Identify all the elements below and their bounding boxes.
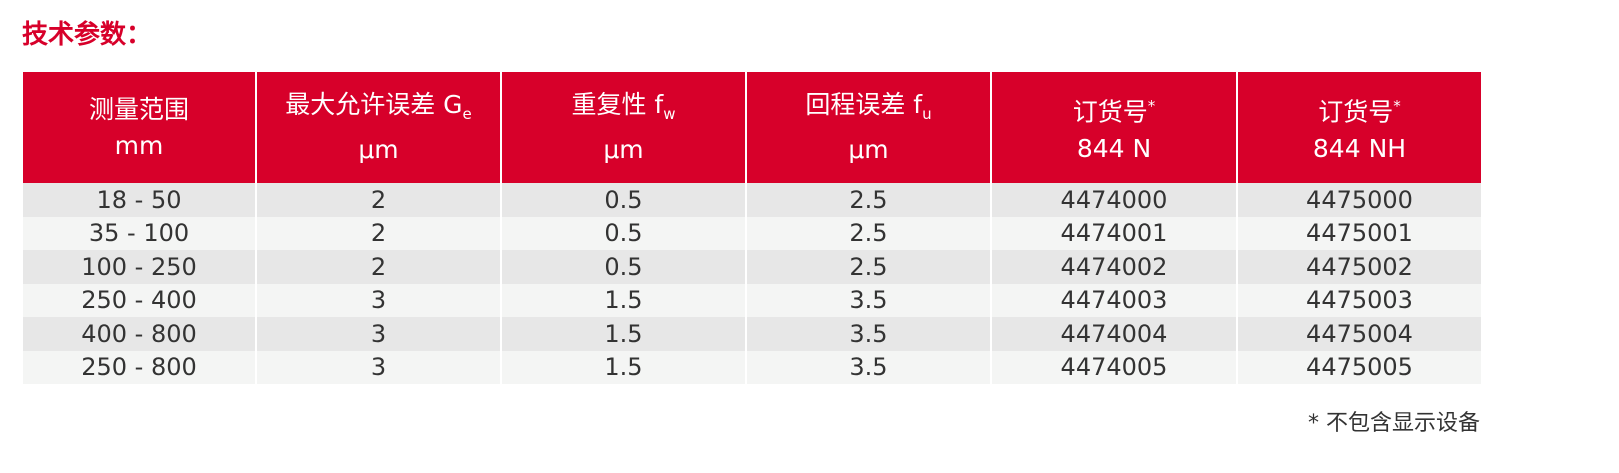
table-cell: 3 bbox=[255, 317, 502, 351]
header-cell: 重复性 fw μm bbox=[500, 72, 747, 183]
table-cell: 3.5 bbox=[745, 283, 992, 317]
header-unit: 844 N bbox=[1076, 133, 1152, 163]
table-cell: 4474001 bbox=[990, 216, 1238, 250]
table-cell: 4475003 bbox=[1236, 283, 1483, 317]
table-cell: 1.5 bbox=[500, 283, 747, 317]
table-row: 250 - 800 3 1.5 3.5 4474005 4475005 bbox=[21, 350, 1483, 384]
footnote: * 不包含显示设备 bbox=[1308, 411, 1480, 436]
header-cell: 订货号* 844 NH bbox=[1236, 72, 1483, 183]
header-superscript: * bbox=[1147, 97, 1156, 116]
table-cell: 2.5 bbox=[745, 250, 992, 284]
header-unit: 844 NH bbox=[1312, 133, 1407, 163]
table-cell: 4474003 bbox=[990, 283, 1238, 317]
table-cell: 3.5 bbox=[745, 350, 992, 384]
header-row: 测量范围 mm 最大允许误差 Ge μm 重复性 fw μm 回程误差 fu μm 订货号* 84… bbox=[21, 72, 1483, 183]
table-cell: 2 bbox=[255, 216, 502, 250]
table-row: 250 - 400 3 1.5 3.5 4474003 4475003 bbox=[21, 283, 1483, 317]
spec-table: 测量范围 mm 最大允许误差 Ge μm 重复性 fw μm 回程误差 fu μm 订货号* 84… bbox=[21, 72, 1483, 384]
header-unit: μm bbox=[603, 135, 644, 164]
header-label: 重复性 f bbox=[571, 90, 664, 119]
table-cell: 3 bbox=[255, 283, 502, 317]
table-cell: 2 bbox=[255, 250, 502, 284]
header-unit: mm bbox=[114, 130, 164, 160]
table-row: 35 - 100 2 0.5 2.5 4474001 4475001 bbox=[21, 216, 1483, 250]
header-subscript: u bbox=[922, 105, 932, 123]
table-row: 18 - 50 2 0.5 2.5 4474000 4475000 bbox=[21, 183, 1483, 217]
table-cell: 0.5 bbox=[500, 250, 747, 284]
header-cell: 最大允许误差 Ge μm bbox=[255, 72, 502, 183]
table-cell: 400 - 800 bbox=[21, 317, 257, 351]
table-cell: 4474000 bbox=[990, 183, 1238, 217]
header-subscript: w bbox=[663, 105, 676, 123]
table-cell: 1.5 bbox=[500, 317, 747, 351]
header-unit: μm bbox=[848, 135, 889, 164]
table-cell: 4474004 bbox=[990, 317, 1238, 351]
header-label: 订货号 bbox=[1072, 97, 1148, 127]
table-cell: 100 - 250 bbox=[21, 250, 257, 284]
header-label: 测量范围 bbox=[88, 94, 189, 124]
table-cell: 250 - 800 bbox=[21, 350, 257, 384]
header-label: 最大允许误差 G bbox=[285, 90, 463, 119]
table-cell: 4474002 bbox=[990, 250, 1238, 284]
table-row: 100 - 250 2 0.5 2.5 4474002 4475002 bbox=[21, 250, 1483, 284]
header-cell: 回程误差 fu μm bbox=[745, 72, 992, 183]
table-cell: 4475005 bbox=[1236, 350, 1483, 384]
table-body: 18 - 50 2 0.5 2.5 4474000 4475000 35 - 100 2 0.5… bbox=[21, 183, 1483, 384]
table-row: 400 - 800 3 1.5 3.5 4474004 4475004 bbox=[21, 317, 1483, 351]
table-cell: 3 bbox=[255, 350, 502, 384]
table-cell: 0.5 bbox=[500, 216, 747, 250]
table-cell: 4475004 bbox=[1236, 317, 1483, 351]
table-cell: 4475000 bbox=[1236, 183, 1483, 217]
header-subscript: e bbox=[462, 105, 472, 123]
header-cell: 测量范围 mm bbox=[21, 72, 257, 183]
header-unit: μm bbox=[358, 135, 399, 164]
section-title: 技术参数： bbox=[22, 20, 153, 50]
table-cell: 2.5 bbox=[745, 183, 992, 217]
header-cell: 订货号* 844 N bbox=[990, 72, 1238, 183]
table-cell: 2.5 bbox=[745, 216, 992, 250]
table-cell: 3.5 bbox=[745, 317, 992, 351]
table-cell: 2 bbox=[255, 183, 502, 217]
table-cell: 35 - 100 bbox=[21, 216, 257, 250]
header-label: 回程误差 f bbox=[805, 90, 923, 119]
header-superscript: * bbox=[1393, 97, 1401, 116]
table-cell: 18 - 50 bbox=[21, 183, 257, 217]
header-label: 订货号 bbox=[1318, 97, 1394, 127]
table-cell: 4474005 bbox=[990, 350, 1238, 384]
table-cell: 0.5 bbox=[500, 183, 747, 217]
table-cell: 4475002 bbox=[1236, 250, 1483, 284]
table-cell: 250 - 400 bbox=[21, 283, 257, 317]
table-cell: 1.5 bbox=[500, 350, 747, 384]
table-cell: 4475001 bbox=[1236, 216, 1483, 250]
